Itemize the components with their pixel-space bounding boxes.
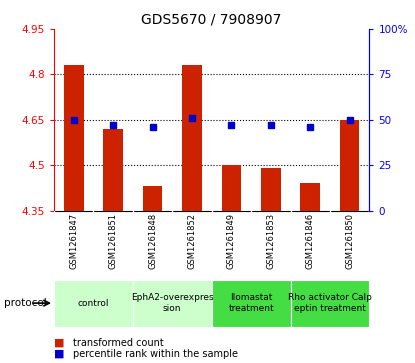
- Bar: [54, 280, 133, 327]
- Bar: [212, 280, 290, 327]
- Bar: [143, 186, 162, 211]
- Bar: [300, 183, 320, 211]
- Bar: [64, 65, 83, 211]
- Bar: [103, 129, 123, 211]
- Bar: [182, 65, 202, 211]
- Bar: [290, 280, 369, 327]
- Text: GSM1261851: GSM1261851: [109, 213, 117, 269]
- Text: transformed count: transformed count: [73, 338, 164, 348]
- Text: Ilomastat
treatment: Ilomastat treatment: [228, 293, 274, 313]
- Text: GSM1261848: GSM1261848: [148, 213, 157, 269]
- Text: EphA2-overexpres
sion: EphA2-overexpres sion: [131, 293, 214, 313]
- Text: GSM1261849: GSM1261849: [227, 213, 236, 269]
- Text: ■: ■: [54, 349, 64, 359]
- Text: GSM1261853: GSM1261853: [266, 213, 275, 269]
- Bar: [133, 280, 212, 327]
- Text: GSM1261852: GSM1261852: [188, 213, 196, 269]
- Bar: [222, 165, 241, 211]
- Text: GSM1261847: GSM1261847: [69, 213, 78, 269]
- Title: GDS5670 / 7908907: GDS5670 / 7908907: [142, 12, 282, 26]
- Text: percentile rank within the sample: percentile rank within the sample: [73, 349, 238, 359]
- Bar: [261, 168, 281, 211]
- Text: GSM1261846: GSM1261846: [306, 213, 315, 269]
- Text: GSM1261850: GSM1261850: [345, 213, 354, 269]
- Text: ■: ■: [54, 338, 64, 348]
- Bar: [340, 120, 359, 211]
- Text: protocol: protocol: [4, 298, 47, 308]
- Text: control: control: [78, 299, 109, 307]
- Text: Rho activator Calp
eptin treatment: Rho activator Calp eptin treatment: [288, 293, 372, 313]
